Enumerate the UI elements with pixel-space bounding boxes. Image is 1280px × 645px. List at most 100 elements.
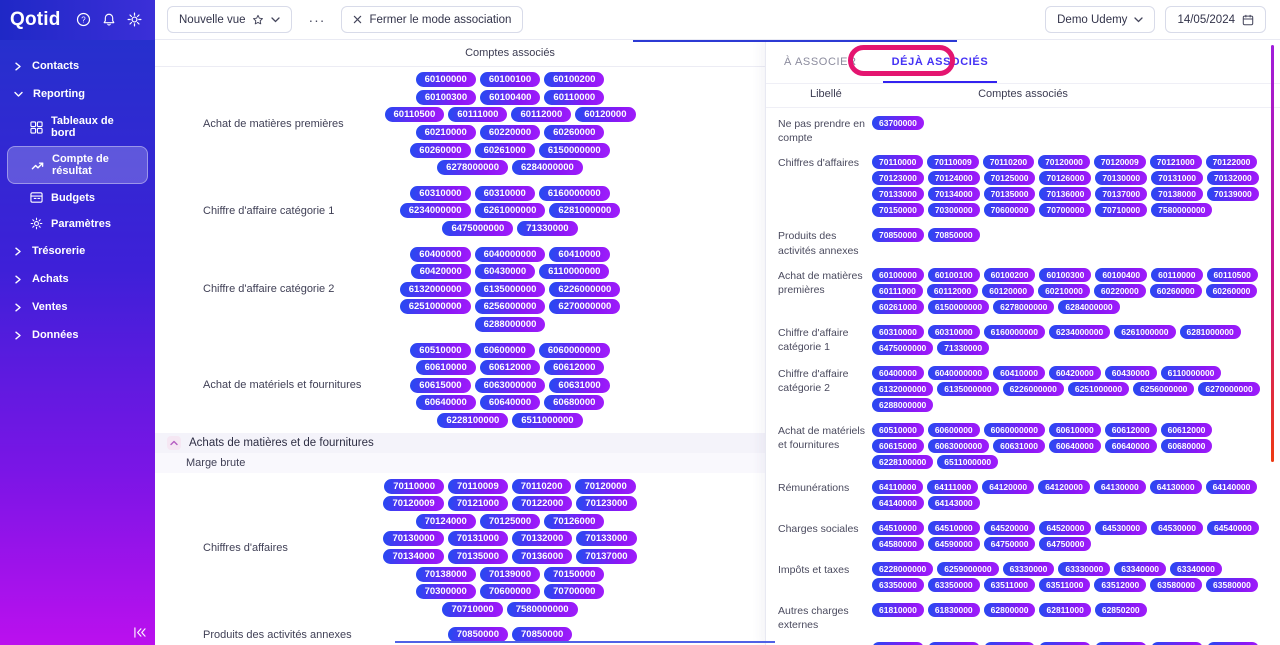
company-selector[interactable]: Demo Udemy — [1045, 6, 1156, 33]
account-chip[interactable]: 60112000 — [926, 283, 979, 298]
account-chip[interactable]: 6278000000 — [993, 299, 1055, 314]
account-chip[interactable]: 63340000 — [1114, 561, 1167, 576]
account-chip[interactable]: 60600000 — [474, 342, 535, 358]
account-chip[interactable]: 6284000000 — [1058, 299, 1120, 314]
account-chip[interactable]: 70300000 — [415, 584, 476, 600]
account-chip[interactable]: 60261000 — [872, 299, 924, 314]
account-chip[interactable]: 70850000 — [927, 228, 980, 243]
account-chip[interactable]: 70122000 — [1205, 155, 1258, 170]
account-chip[interactable]: 6160000000 — [983, 324, 1045, 339]
account-chip[interactable]: 6040000000 — [474, 246, 546, 262]
account-chip[interactable]: 60610000 — [415, 360, 476, 376]
account-chip[interactable]: 6256000000 — [1133, 381, 1195, 396]
account-chip[interactable]: 70125000 — [983, 171, 1036, 186]
account-chip[interactable]: 70138000 — [415, 566, 476, 582]
account-chip[interactable]: 64110000 — [872, 479, 924, 494]
account-chip[interactable]: 70600000 — [479, 584, 541, 600]
account-chip[interactable]: 6288000000 — [872, 397, 934, 412]
account-chip[interactable]: 60110500 — [384, 107, 445, 123]
account-chip[interactable]: 60110000 — [1151, 267, 1203, 282]
account-chip[interactable]: 63511000 — [1039, 577, 1091, 592]
account-chip[interactable]: 70120000 — [1038, 155, 1090, 170]
account-chip[interactable]: 60100400 — [1095, 267, 1148, 282]
account-chip[interactable]: 6288000000 — [474, 317, 546, 333]
account-chip[interactable]: 70121000 — [447, 496, 508, 512]
account-chip[interactable]: 70110200 — [511, 478, 572, 494]
account-chip[interactable]: 60410000 — [549, 246, 610, 262]
account-chip[interactable]: 70122000 — [512, 496, 573, 512]
account-chip[interactable]: 6256000000 — [474, 299, 546, 315]
account-chip[interactable]: 70137000 — [576, 548, 637, 564]
account-chip[interactable]: 63511000 — [983, 577, 1036, 592]
account-chip[interactable]: 70110009 — [447, 478, 508, 494]
account-chip[interactable]: 63330000 — [1058, 561, 1111, 576]
account-chip[interactable]: 6060000000 — [538, 342, 610, 358]
account-chip[interactable]: 60120000 — [982, 283, 1035, 298]
account-chip[interactable]: 70300000 — [927, 203, 980, 218]
account-chip[interactable]: 70123000 — [872, 171, 924, 186]
account-chip[interactable]: 6234000000 — [1048, 324, 1111, 339]
account-chip[interactable]: 64520000 — [1039, 520, 1092, 535]
account-chip[interactable]: 6251000000 — [1067, 381, 1130, 396]
account-chip[interactable]: 6132000000 — [872, 381, 934, 396]
account-chip[interactable]: 60210000 — [415, 125, 476, 141]
settings-gear-icon[interactable] — [127, 12, 142, 27]
section-row-achats-de-matieres-et-de-fournitures[interactable]: Achats de matières et de fournitures — [155, 433, 775, 454]
account-chip[interactable]: 60610000 — [1048, 422, 1101, 437]
account-chip[interactable]: 70123000 — [576, 496, 637, 512]
account-chip[interactable]: 70134000 — [927, 187, 980, 202]
account-chip[interactable]: 6270000000 — [549, 299, 621, 315]
account-chip[interactable]: 64120000 — [1038, 479, 1090, 494]
account-chip[interactable]: 6284000000 — [512, 160, 583, 176]
date-picker[interactable]: 14/05/2024 — [1165, 6, 1266, 33]
account-chip[interactable]: 60260000 — [1149, 283, 1202, 298]
account-chip[interactable]: 60612000 — [1160, 422, 1213, 437]
account-chip[interactable]: 60680000 — [1160, 438, 1213, 453]
account-chip[interactable]: 60410000 — [993, 365, 1045, 380]
account-chip[interactable]: 60430000 — [1104, 365, 1157, 380]
account-chip[interactable]: 6150000000 — [538, 142, 610, 158]
account-chip[interactable]: 64590000 — [927, 536, 980, 551]
account-chip[interactable]: 60100300 — [415, 89, 477, 105]
account-chip[interactable]: 70139000 — [1206, 187, 1259, 202]
account-chip[interactable]: 6150000000 — [927, 299, 990, 314]
app-logo[interactable]: Qotid — [10, 8, 61, 30]
account-chip[interactable]: 60310000 — [927, 324, 980, 339]
account-chip[interactable]: 60612000 — [544, 360, 605, 376]
account-chip[interactable]: 6278000000 — [437, 160, 508, 176]
account-chip[interactable]: 63330000 — [1002, 561, 1055, 576]
account-chip[interactable]: 6475000000 — [872, 340, 934, 355]
account-chip[interactable]: 6110000000 — [539, 264, 610, 280]
account-chip[interactable]: 70132000 — [512, 531, 573, 547]
account-chip[interactable]: 60100300 — [1039, 267, 1092, 282]
account-chip[interactable]: 6228100000 — [437, 412, 509, 428]
account-chip[interactable]: 60510000 — [872, 422, 924, 437]
sidebar-item-tresorerie[interactable]: Trésorerie — [0, 237, 155, 265]
account-chip[interactable]: 60640000 — [415, 395, 476, 411]
account-chip[interactable]: 60120000 — [575, 107, 636, 123]
account-chip[interactable]: 70150000 — [544, 566, 605, 582]
account-chip[interactable]: 60100400 — [480, 89, 541, 105]
account-chip[interactable]: 70138000 — [1151, 187, 1203, 202]
account-chip[interactable]: 6135000000 — [937, 381, 999, 396]
sidebar-item-achats[interactable]: Achats — [0, 265, 155, 293]
account-chip[interactable]: 60612000 — [1104, 422, 1157, 437]
account-chip[interactable]: 6135000000 — [474, 281, 546, 297]
tab-a-associer[interactable]: À ASSOCIER — [784, 55, 857, 68]
sub-row-marge-brute[interactable]: Marge brute — [155, 453, 775, 474]
account-chip[interactable]: 70133000 — [576, 531, 637, 547]
account-chip[interactable]: 6270000000 — [1198, 381, 1260, 396]
account-chip[interactable]: 62800000 — [983, 602, 1036, 617]
account-chip[interactable]: 60615000 — [410, 377, 471, 393]
sidebar-item-donnees[interactable]: Données — [0, 321, 155, 349]
account-chip[interactable]: 6228100000 — [872, 454, 934, 469]
account-chip[interactable]: 70124000 — [415, 513, 476, 529]
account-chip[interactable]: 60100100 — [927, 267, 980, 282]
sidebar-item-contacts[interactable]: Contacts — [0, 52, 155, 80]
account-chip[interactable]: 62811000 — [1039, 602, 1091, 617]
account-chip[interactable]: 60615000 — [872, 438, 924, 453]
account-chip[interactable]: 70137000 — [1095, 187, 1148, 202]
account-chip[interactable]: 70850000 — [512, 627, 573, 643]
account-chip[interactable]: 63700000 — [872, 116, 924, 130]
account-chip[interactable]: 7580000000 — [506, 601, 578, 617]
